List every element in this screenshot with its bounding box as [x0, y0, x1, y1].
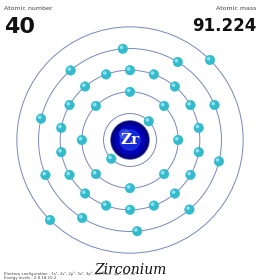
- Circle shape: [47, 217, 50, 220]
- Circle shape: [41, 170, 50, 180]
- Circle shape: [173, 57, 183, 67]
- Text: Zirconium: Zirconium: [94, 263, 166, 277]
- Circle shape: [161, 103, 165, 106]
- Circle shape: [80, 189, 90, 198]
- Circle shape: [66, 66, 75, 75]
- Circle shape: [125, 183, 135, 193]
- Circle shape: [79, 137, 82, 141]
- Circle shape: [42, 172, 46, 176]
- Circle shape: [56, 123, 66, 133]
- Circle shape: [116, 126, 144, 154]
- Circle shape: [82, 83, 86, 87]
- Circle shape: [149, 201, 159, 210]
- Circle shape: [187, 102, 191, 106]
- Circle shape: [120, 130, 140, 150]
- Text: Atomic number: Atomic number: [4, 6, 52, 11]
- Text: 91.224: 91.224: [192, 17, 256, 35]
- Circle shape: [151, 71, 154, 75]
- Circle shape: [56, 147, 66, 157]
- Circle shape: [82, 190, 86, 194]
- Circle shape: [127, 67, 131, 71]
- Circle shape: [127, 207, 131, 210]
- Circle shape: [80, 82, 90, 91]
- Circle shape: [175, 137, 179, 141]
- Circle shape: [91, 101, 101, 111]
- Circle shape: [173, 135, 183, 145]
- Circle shape: [66, 172, 70, 175]
- Circle shape: [36, 114, 46, 123]
- Circle shape: [108, 156, 112, 159]
- Circle shape: [151, 202, 154, 206]
- Circle shape: [103, 71, 107, 75]
- Circle shape: [214, 157, 224, 166]
- Circle shape: [194, 147, 204, 157]
- Circle shape: [67, 67, 71, 71]
- Circle shape: [93, 171, 96, 174]
- Circle shape: [91, 169, 101, 179]
- Circle shape: [127, 89, 131, 92]
- Circle shape: [144, 116, 154, 126]
- Text: Zr: Zr: [120, 133, 140, 147]
- Circle shape: [77, 213, 87, 223]
- Circle shape: [58, 125, 62, 128]
- Text: Electron configuration : 1s², 2s², 2p⁶, 3s², 3p⁶, 3d¹⁰, 4s², 4p⁶, 4d².5s²: Electron configuration : 1s², 2s², 2p⁶, …: [4, 271, 136, 276]
- Circle shape: [66, 102, 70, 106]
- Circle shape: [159, 101, 169, 111]
- Circle shape: [216, 158, 219, 162]
- Circle shape: [211, 102, 215, 106]
- Circle shape: [65, 100, 74, 110]
- Circle shape: [127, 185, 131, 189]
- Circle shape: [77, 135, 87, 145]
- Circle shape: [194, 123, 204, 133]
- Circle shape: [210, 100, 219, 110]
- Circle shape: [187, 172, 191, 175]
- Text: Energy levels : 2.8.18.10.2: Energy levels : 2.8.18.10.2: [4, 276, 56, 280]
- Circle shape: [120, 46, 123, 49]
- Circle shape: [159, 169, 169, 179]
- Circle shape: [118, 44, 128, 53]
- Circle shape: [134, 228, 138, 232]
- Circle shape: [196, 125, 199, 128]
- Circle shape: [161, 171, 165, 174]
- Circle shape: [45, 215, 55, 225]
- Circle shape: [103, 202, 107, 206]
- Circle shape: [119, 129, 130, 140]
- Text: 40: 40: [4, 17, 35, 37]
- Text: Atomic mass: Atomic mass: [216, 6, 256, 11]
- Circle shape: [207, 57, 211, 60]
- Circle shape: [146, 118, 149, 122]
- Circle shape: [79, 215, 83, 218]
- Circle shape: [125, 87, 135, 97]
- Circle shape: [112, 122, 148, 158]
- Circle shape: [65, 170, 74, 180]
- Circle shape: [196, 149, 199, 153]
- Circle shape: [132, 227, 142, 236]
- Circle shape: [125, 65, 135, 75]
- Circle shape: [186, 100, 195, 110]
- Circle shape: [106, 154, 116, 164]
- Circle shape: [170, 189, 180, 198]
- Circle shape: [172, 190, 175, 194]
- Circle shape: [93, 103, 96, 106]
- Circle shape: [125, 205, 135, 215]
- Circle shape: [58, 149, 62, 153]
- Circle shape: [38, 115, 42, 119]
- Circle shape: [175, 59, 178, 62]
- Circle shape: [101, 70, 111, 79]
- Circle shape: [170, 82, 180, 91]
- Circle shape: [111, 121, 149, 159]
- Circle shape: [186, 170, 195, 180]
- Circle shape: [101, 201, 111, 210]
- Circle shape: [149, 70, 159, 79]
- Circle shape: [205, 55, 215, 65]
- Circle shape: [172, 83, 175, 87]
- Circle shape: [185, 205, 194, 214]
- Circle shape: [186, 206, 190, 210]
